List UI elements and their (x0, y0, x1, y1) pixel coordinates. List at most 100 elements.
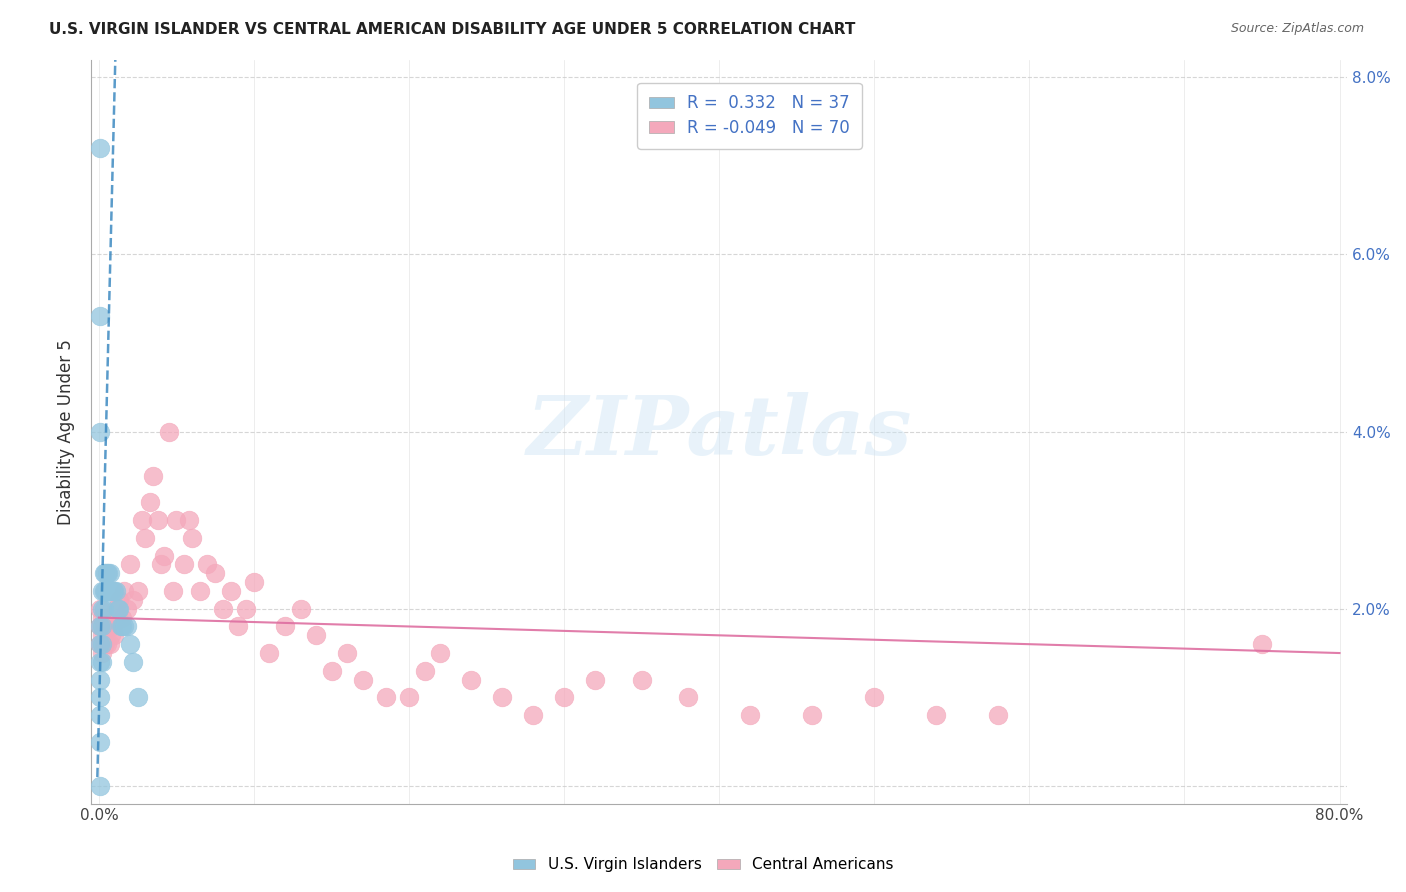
Point (112, 619, 135, 633)
Point (162, 584, 184, 599)
Point (142, 469, 165, 483)
Point (94, 619, 117, 633)
Point (553, 690, 575, 705)
Point (740, 708, 762, 723)
Legend: R =  0.332   N = 37, R = -0.049   N = 70: R = 0.332 N = 37, R = -0.049 N = 70 (637, 83, 862, 149)
Point (96, 584, 118, 599)
Point (153, 549, 176, 563)
Point (139, 495, 162, 509)
Point (197, 558, 219, 572)
Point (101, 619, 124, 633)
Point (583, 673, 606, 687)
Point (491, 690, 513, 705)
Point (219, 584, 242, 599)
Point (89, 779, 111, 793)
Point (177, 513, 200, 527)
Point (115, 619, 138, 633)
Point (134, 531, 156, 545)
Point (274, 619, 297, 633)
Point (103, 584, 125, 599)
Point (108, 593, 131, 607)
Point (352, 673, 374, 687)
Point (863, 690, 886, 705)
Point (107, 601, 129, 615)
Point (131, 513, 153, 527)
Point (91, 637, 114, 651)
Point (91, 646, 114, 660)
Point (122, 593, 145, 607)
Point (321, 664, 343, 678)
Point (398, 690, 420, 705)
Legend: U.S. Virgin Islanders, Central Americans: U.S. Virgin Islanders, Central Americans (505, 849, 901, 880)
Point (374, 690, 396, 705)
Point (104, 584, 127, 599)
Point (630, 673, 652, 687)
Point (108, 601, 131, 615)
Point (100, 628, 122, 642)
Point (173, 558, 195, 572)
Point (89, 708, 111, 723)
Text: Source: ZipAtlas.com: Source: ZipAtlas.com (1230, 22, 1364, 36)
Point (93, 619, 115, 633)
Point (97, 619, 120, 633)
Point (97, 584, 120, 599)
Point (89, 673, 111, 687)
Point (146, 513, 169, 527)
Point (96, 637, 118, 651)
Point (93, 601, 115, 615)
Point (925, 708, 948, 723)
Point (305, 628, 328, 642)
Y-axis label: Disability Age Under 5: Disability Age Under 5 (58, 339, 75, 524)
Point (89, 637, 111, 651)
Point (676, 690, 699, 705)
Point (157, 425, 180, 439)
Point (522, 708, 544, 723)
Point (96, 566, 118, 581)
Point (91, 610, 114, 624)
Point (94, 637, 117, 651)
Point (101, 584, 124, 599)
Point (89, 655, 111, 669)
Point (94, 584, 117, 599)
Point (91, 619, 114, 633)
Point (228, 619, 250, 633)
Point (204, 566, 226, 581)
Point (1251, 637, 1274, 651)
Point (149, 558, 172, 572)
Point (118, 637, 141, 651)
Point (93, 566, 115, 581)
Point (413, 664, 436, 678)
Point (115, 601, 138, 615)
Point (91, 655, 114, 669)
Point (89, 425, 111, 439)
Point (110, 619, 132, 633)
Point (235, 601, 257, 615)
Point (89, 619, 111, 633)
Point (429, 646, 451, 660)
Point (98, 566, 121, 581)
Point (89, 734, 111, 748)
Point (91, 584, 114, 599)
Point (127, 690, 149, 705)
Point (212, 601, 235, 615)
Point (89, 690, 111, 705)
Text: U.S. VIRGIN ISLANDER VS CENTRAL AMERICAN DISABILITY AGE UNDER 5 CORRELATION CHAR: U.S. VIRGIN ISLANDER VS CENTRAL AMERICAN… (49, 22, 856, 37)
Point (188, 584, 211, 599)
Point (103, 628, 125, 642)
Point (290, 601, 312, 615)
Point (259, 646, 281, 660)
Point (89, 601, 111, 615)
Point (98, 584, 121, 599)
Point (122, 655, 145, 669)
Point (91, 601, 114, 615)
Point (118, 558, 141, 572)
Point (460, 673, 482, 687)
Point (111, 610, 134, 624)
Point (112, 584, 135, 599)
Point (93, 584, 115, 599)
Point (100, 584, 122, 599)
Point (111, 619, 134, 633)
Point (94, 566, 117, 581)
Point (89, 310, 111, 324)
Point (127, 584, 149, 599)
